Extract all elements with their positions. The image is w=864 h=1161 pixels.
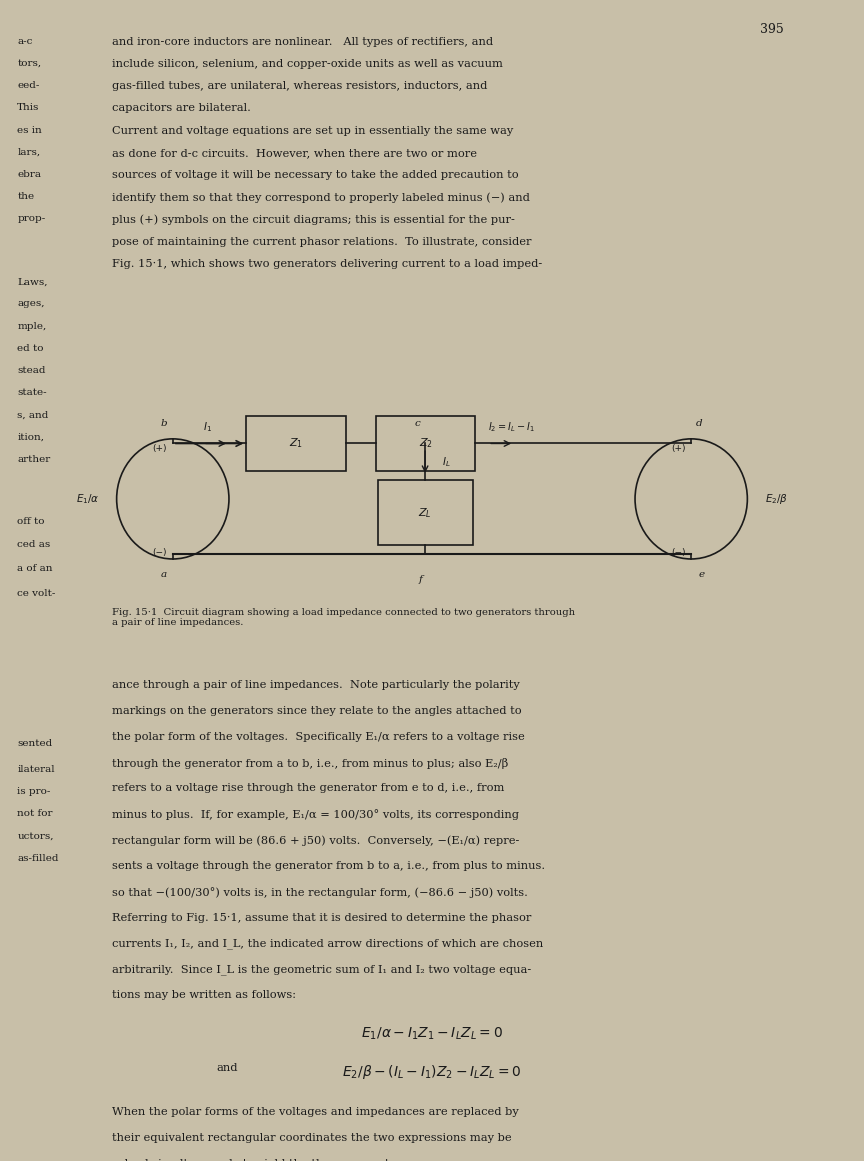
Text: refers to a voltage rise through the generator from e to d, i.e., from: refers to a voltage rise through the gen… [112, 784, 505, 793]
Text: arther: arther [17, 455, 50, 463]
Text: off to: off to [17, 518, 45, 526]
Text: d: d [696, 419, 702, 427]
Text: c: c [415, 419, 421, 427]
Text: $E_2/\beta - (I_L - I_1)Z_2 - I_LZ_L = 0$: $E_2/\beta - (I_L - I_1)Z_2 - I_LZ_L = 0… [342, 1062, 522, 1081]
Text: a-c: a-c [17, 37, 33, 46]
Text: minus to plus.  If, for example, E₁/α = 100/30° volts, its corresponding: minus to plus. If, for example, E₁/α = 1… [112, 809, 519, 820]
Text: solved simultaneously to yield the three currents.: solved simultaneously to yield the three… [112, 1159, 399, 1161]
Text: Laws,: Laws, [17, 277, 48, 286]
Text: $E_1/\alpha - I_1Z_1 - I_LZ_L = 0$: $E_1/\alpha - I_1Z_1 - I_LZ_L = 0$ [361, 1025, 503, 1041]
Text: ages,: ages, [17, 300, 45, 309]
Text: through the generator from a to b, i.e., from minus to plus; also E₂/β: through the generator from a to b, i.e.,… [112, 758, 509, 769]
Text: ition,: ition, [17, 432, 44, 441]
Text: include silicon, selenium, and copper-oxide units as well as vacuum: include silicon, selenium, and copper-ox… [112, 59, 503, 70]
Text: prop-: prop- [17, 215, 46, 223]
Text: $Z_2$: $Z_2$ [418, 437, 433, 450]
Text: (+): (+) [671, 444, 685, 453]
Text: tions may be written as follows:: tions may be written as follows: [112, 990, 296, 1001]
Text: eed-: eed- [17, 81, 40, 91]
Text: as-filled: as-filled [17, 853, 59, 863]
Text: sents a voltage through the generator from b to a, i.e., from plus to minus.: sents a voltage through the generator fr… [112, 861, 545, 871]
Text: arbitrarily.  Since I_L is the geometric sum of I₁ and I₂ two voltage equa-: arbitrarily. Since I_L is the geometric … [112, 965, 531, 975]
Text: gas-filled tubes, are unilateral, whereas resistors, inductors, and: gas-filled tubes, are unilateral, wherea… [112, 81, 487, 92]
Text: Referring to Fig. 15·1, assume that it is desired to determine the phasor: Referring to Fig. 15·1, assume that it i… [112, 913, 531, 923]
Text: $I_L$: $I_L$ [442, 455, 451, 469]
Text: mple,: mple, [17, 322, 47, 331]
Text: ebra: ebra [17, 170, 41, 179]
Text: uctors,: uctors, [17, 831, 54, 841]
Text: Fig. 15·1, which shows two generators delivering current to a load imped-: Fig. 15·1, which shows two generators de… [112, 259, 543, 268]
Text: sented: sented [17, 740, 53, 748]
Text: stead: stead [17, 366, 46, 375]
Text: es in: es in [17, 125, 42, 135]
Text: Fig. 15·1  Circuit diagram showing a load impedance connected to two generators : Fig. 15·1 Circuit diagram showing a load… [112, 608, 575, 627]
Text: the: the [17, 193, 35, 201]
Text: $Z_L$: $Z_L$ [418, 506, 432, 520]
Text: sources of voltage it will be necessary to take the added precaution to: sources of voltage it will be necessary … [112, 170, 519, 180]
Text: is pro-: is pro- [17, 787, 51, 796]
Text: not for: not for [17, 809, 53, 819]
Text: 395: 395 [760, 23, 784, 36]
Text: (−): (−) [671, 548, 685, 557]
Text: f: f [419, 575, 422, 584]
Text: $I_1$: $I_1$ [203, 420, 212, 434]
Text: so that −(100/30°) volts is, in the rectangular form, (−86.6 − j50) volts.: so that −(100/30°) volts is, in the rect… [112, 887, 528, 897]
Text: ced as: ced as [17, 540, 50, 549]
Text: $I_2 = I_L - I_1$: $I_2 = I_L - I_1$ [488, 420, 535, 434]
Text: $Z_1$: $Z_1$ [289, 437, 303, 450]
Text: and: and [216, 1062, 238, 1073]
Text: $E_2/\beta$: $E_2/\beta$ [765, 492, 788, 506]
Text: ilateral: ilateral [17, 765, 55, 774]
Text: capacitors are bilateral.: capacitors are bilateral. [112, 103, 251, 114]
Text: ance through a pair of line impedances.  Note particularly the polarity: ance through a pair of line impedances. … [112, 680, 520, 690]
Text: (+): (+) [153, 444, 167, 453]
Text: their equivalent rectangular coordinates the two expressions may be: their equivalent rectangular coordinates… [112, 1133, 512, 1142]
Text: rectangular form will be (86.6 + j50) volts.  Conversely, −(E₁/α) repre-: rectangular form will be (86.6 + j50) vo… [112, 835, 519, 846]
Text: plus (+) symbols on the circuit diagrams; this is essential for the pur-: plus (+) symbols on the circuit diagrams… [112, 215, 515, 225]
Text: $E_1/\alpha$: $E_1/\alpha$ [76, 492, 99, 506]
Text: markings on the generators since they relate to the angles attached to: markings on the generators since they re… [112, 706, 522, 716]
Text: currents I₁, I₂, and I_L, the indicated arrow directions of which are chosen: currents I₁, I₂, and I_L, the indicated … [112, 939, 543, 950]
Text: the polar form of the voltages.  Specifically E₁/α refers to a voltage rise: the polar form of the voltages. Specific… [112, 731, 525, 742]
Text: a of an: a of an [17, 563, 53, 572]
Text: When the polar forms of the voltages and impedances are replaced by: When the polar forms of the voltages and… [112, 1106, 519, 1117]
Text: Current and voltage equations are set up in essentially the same way: Current and voltage equations are set up… [112, 125, 513, 136]
Text: lars,: lars, [17, 147, 41, 157]
Text: ed to: ed to [17, 344, 44, 353]
Text: and iron-core inductors are nonlinear.   All types of rectifiers, and: and iron-core inductors are nonlinear. A… [112, 37, 493, 46]
Text: This: This [17, 103, 40, 113]
Text: identify them so that they correspond to properly labeled minus (−) and: identify them so that they correspond to… [112, 193, 530, 203]
Text: state-: state- [17, 388, 47, 397]
Text: tors,: tors, [17, 59, 41, 68]
Text: (−): (−) [153, 548, 167, 557]
Text: a: a [161, 570, 167, 579]
Text: as done for d-c circuits.  However, when there are two or more: as done for d-c circuits. However, when … [112, 147, 477, 158]
Text: s, and: s, and [17, 410, 48, 419]
Text: b: b [160, 419, 167, 427]
Text: pose of maintaining the current phasor relations.  To illustrate, consider: pose of maintaining the current phasor r… [112, 237, 532, 246]
Text: ce volt-: ce volt- [17, 590, 55, 598]
Text: e: e [698, 570, 704, 579]
